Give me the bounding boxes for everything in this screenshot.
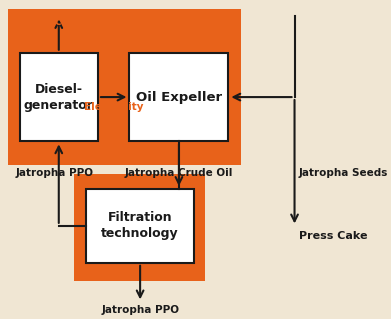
Text: Press Cake: Press Cake: [299, 231, 367, 241]
Bar: [8, 9, 241, 165]
Text: Jatropha Seeds: Jatropha Seeds: [299, 168, 388, 178]
Bar: [74, 174, 204, 281]
Text: Filtration
technology: Filtration technology: [101, 211, 179, 240]
Text: Oil Expeller: Oil Expeller: [136, 91, 222, 104]
Bar: [86, 189, 194, 263]
Bar: [129, 53, 228, 141]
Text: Electricity to grid: Electricity to grid: [14, 17, 123, 27]
Text: Jatropha Crude Oil: Jatropha Crude Oil: [125, 168, 233, 178]
Bar: [20, 53, 98, 141]
Text: Jatropha PPO: Jatropha PPO: [101, 305, 179, 315]
Text: Electricity: Electricity: [84, 102, 143, 112]
Text: Diesel-
generator: Diesel- generator: [24, 83, 94, 112]
Text: Jatropha PPO: Jatropha PPO: [16, 168, 94, 178]
